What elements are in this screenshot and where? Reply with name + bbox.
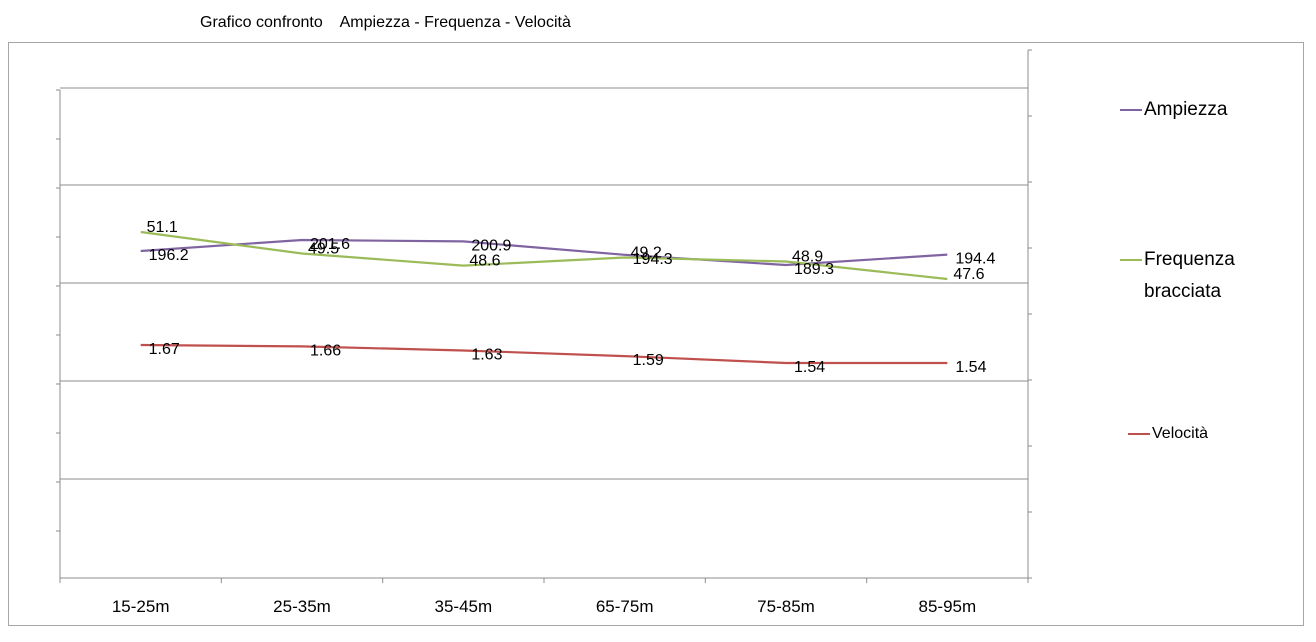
legend-label-velocita: Velocità [1152, 425, 1209, 442]
series-line-velocita [140, 343, 948, 365]
legend-label-line-1: Frequenza [1144, 249, 1235, 270]
data-label-velocita: 1.59 [633, 352, 664, 369]
x-tick-label: 65-75m [596, 597, 654, 616]
series-lines [140, 230, 948, 365]
data-label-frequenza-bracciata: 48.6 [469, 253, 500, 270]
legend-label-line-2: bracciata [1144, 281, 1222, 302]
x-tick-label: 15-25m [112, 597, 170, 616]
chart-title: Grafico confronto Ampiezza - Frequenza -… [200, 14, 571, 31]
data-label-ampiezza: 196.2 [149, 247, 189, 264]
data-label-ampiezza: 200.9 [471, 237, 511, 254]
chart-area-border [8, 42, 1304, 626]
data-label-ampiezza: 194.3 [633, 251, 673, 268]
legend-swatch-ampiezza [1120, 109, 1142, 111]
x-axis-tick-labels: 15-25m 25-35m 35-45m 65-75m 75-85m 85-95m [112, 597, 976, 616]
legend-swatch-frequenza-bracciata [1120, 259, 1142, 261]
data-label-frequenza-bracciata: 49.5 [308, 240, 339, 257]
x-tick-label: 35-45m [435, 597, 493, 616]
axes [56, 49, 1032, 583]
legend-item-velocita: Velocità [1128, 424, 1208, 444]
x-tick-label: 25-35m [273, 597, 331, 616]
data-labels: 196.2 201.6 200.9 194.3 189.3 194.4 51.1 49.5 48… [147, 219, 996, 376]
gridlines [60, 87, 1028, 480]
series-line-frequenza-bracciata [140, 230, 948, 281]
data-label-frequenza-bracciata: 51.1 [147, 219, 178, 236]
data-label-frequenza-bracciata: 48.9 [792, 249, 823, 266]
data-label-velocita: 1.54 [794, 359, 825, 376]
data-label-ampiezza: 189.3 [794, 261, 834, 278]
data-label-velocita: 1.54 [955, 359, 986, 376]
legend-label-ampiezza: Ampiezza [1144, 99, 1228, 120]
legend-label-frequenza-bracciata: Frequenza bracciata [1144, 244, 1235, 308]
data-label-velocita: 1.66 [310, 342, 341, 359]
data-label-ampiezza: 194.4 [955, 251, 995, 268]
legend-item-frequenza-bracciata: Frequenza bracciata [1120, 244, 1235, 308]
series-line-ampiezza [140, 238, 948, 267]
x-tick-label: 85-95m [919, 597, 977, 616]
x-tick-label: 75-85m [757, 597, 815, 616]
data-label-ampiezza: 201.6 [310, 236, 350, 253]
data-label-velocita: 1.63 [471, 347, 502, 364]
data-label-frequenza-bracciata: 47.6 [953, 266, 984, 283]
data-label-velocita: 1.67 [149, 341, 180, 358]
legend-item-ampiezza: Ampiezza [1120, 94, 1227, 126]
data-label-frequenza-bracciata: 49.2 [631, 245, 662, 262]
legend-swatch-velocita [1128, 433, 1150, 435]
